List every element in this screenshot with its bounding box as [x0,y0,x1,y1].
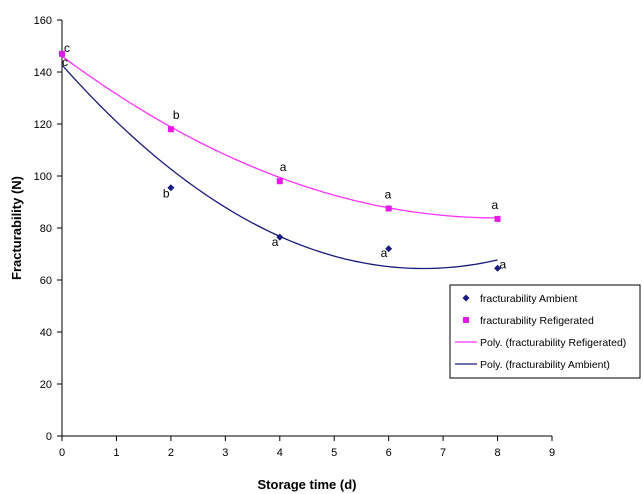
x-tick-label: 0 [59,447,65,459]
x-tick-label: 5 [331,447,337,459]
ambient-letter: c [62,55,68,69]
data-points [58,50,502,272]
significance-labels: c b a a a c b a a a [62,41,507,271]
x-axis-title: Storage time (d) [258,477,357,492]
y-tick-label: 60 [40,275,52,287]
trendline-0 [61,55,498,219]
point-ambient [494,264,502,272]
point-refrigerated [276,178,283,185]
refrigerated-letter: a [492,198,499,212]
legend-marker-refrigerated [463,317,469,323]
point-refrigerated [167,126,174,133]
x-tick-label: 3 [222,447,228,459]
point-refrigerated [385,205,392,212]
point-ambient [385,245,393,253]
y-tick-label: 80 [40,223,52,235]
x-tick-label: 7 [440,447,446,459]
x-tick-label: 9 [549,447,555,459]
y-tick-label: 100 [34,171,52,183]
y-tick-label: 20 [40,379,52,391]
legend-box [449,284,641,379]
ambient-letter: b [163,187,170,201]
x-tick-label: 2 [168,447,174,459]
legend-label: Poly. (fracturability Refigerated) [480,337,626,349]
y-axis-title: Fracturability (N) [9,176,24,280]
legend-label: fracturability Ambient [480,293,578,305]
y-tick-label: 120 [34,119,52,131]
axes: 0 20 40 60 80 100 120 140 160 0 1 2 3 4 5 6 7 8 9 [34,15,555,459]
ambient-letter: a [500,257,507,271]
ambient-letter: a [381,246,388,260]
legend: fracturability Ambient fracturability Ref… [449,284,641,379]
refrigerated-letter: c [64,41,70,55]
y-tick-label: 140 [34,67,52,79]
point-ambient [167,184,175,192]
y-tick-label: 160 [34,15,52,27]
refrigerated-letter: a [280,160,287,174]
y-tick-label: 40 [40,327,52,339]
point-refrigerated [494,215,501,222]
point-refrigerated [59,50,65,57]
y-tick-label: 0 [46,431,52,443]
x-tick-label: 6 [386,447,392,459]
legend-label: Poly. (fracturability Ambient) [480,359,610,371]
x-tick-label: 8 [494,447,500,459]
legend-label: fracturability Refigerated [480,315,594,327]
x-tick-label: 1 [113,447,119,459]
ambient-letter: a [272,235,279,249]
x-tick-label: 4 [277,447,283,459]
point-ambient [276,233,284,241]
refrigerated-letter: b [173,108,180,122]
legend-marker-ambient [462,294,470,302]
refrigerated-letter: a [385,188,392,202]
